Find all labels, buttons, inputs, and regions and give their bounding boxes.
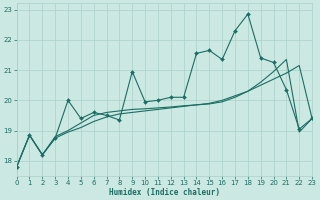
X-axis label: Humidex (Indice chaleur): Humidex (Indice chaleur)	[109, 188, 220, 197]
